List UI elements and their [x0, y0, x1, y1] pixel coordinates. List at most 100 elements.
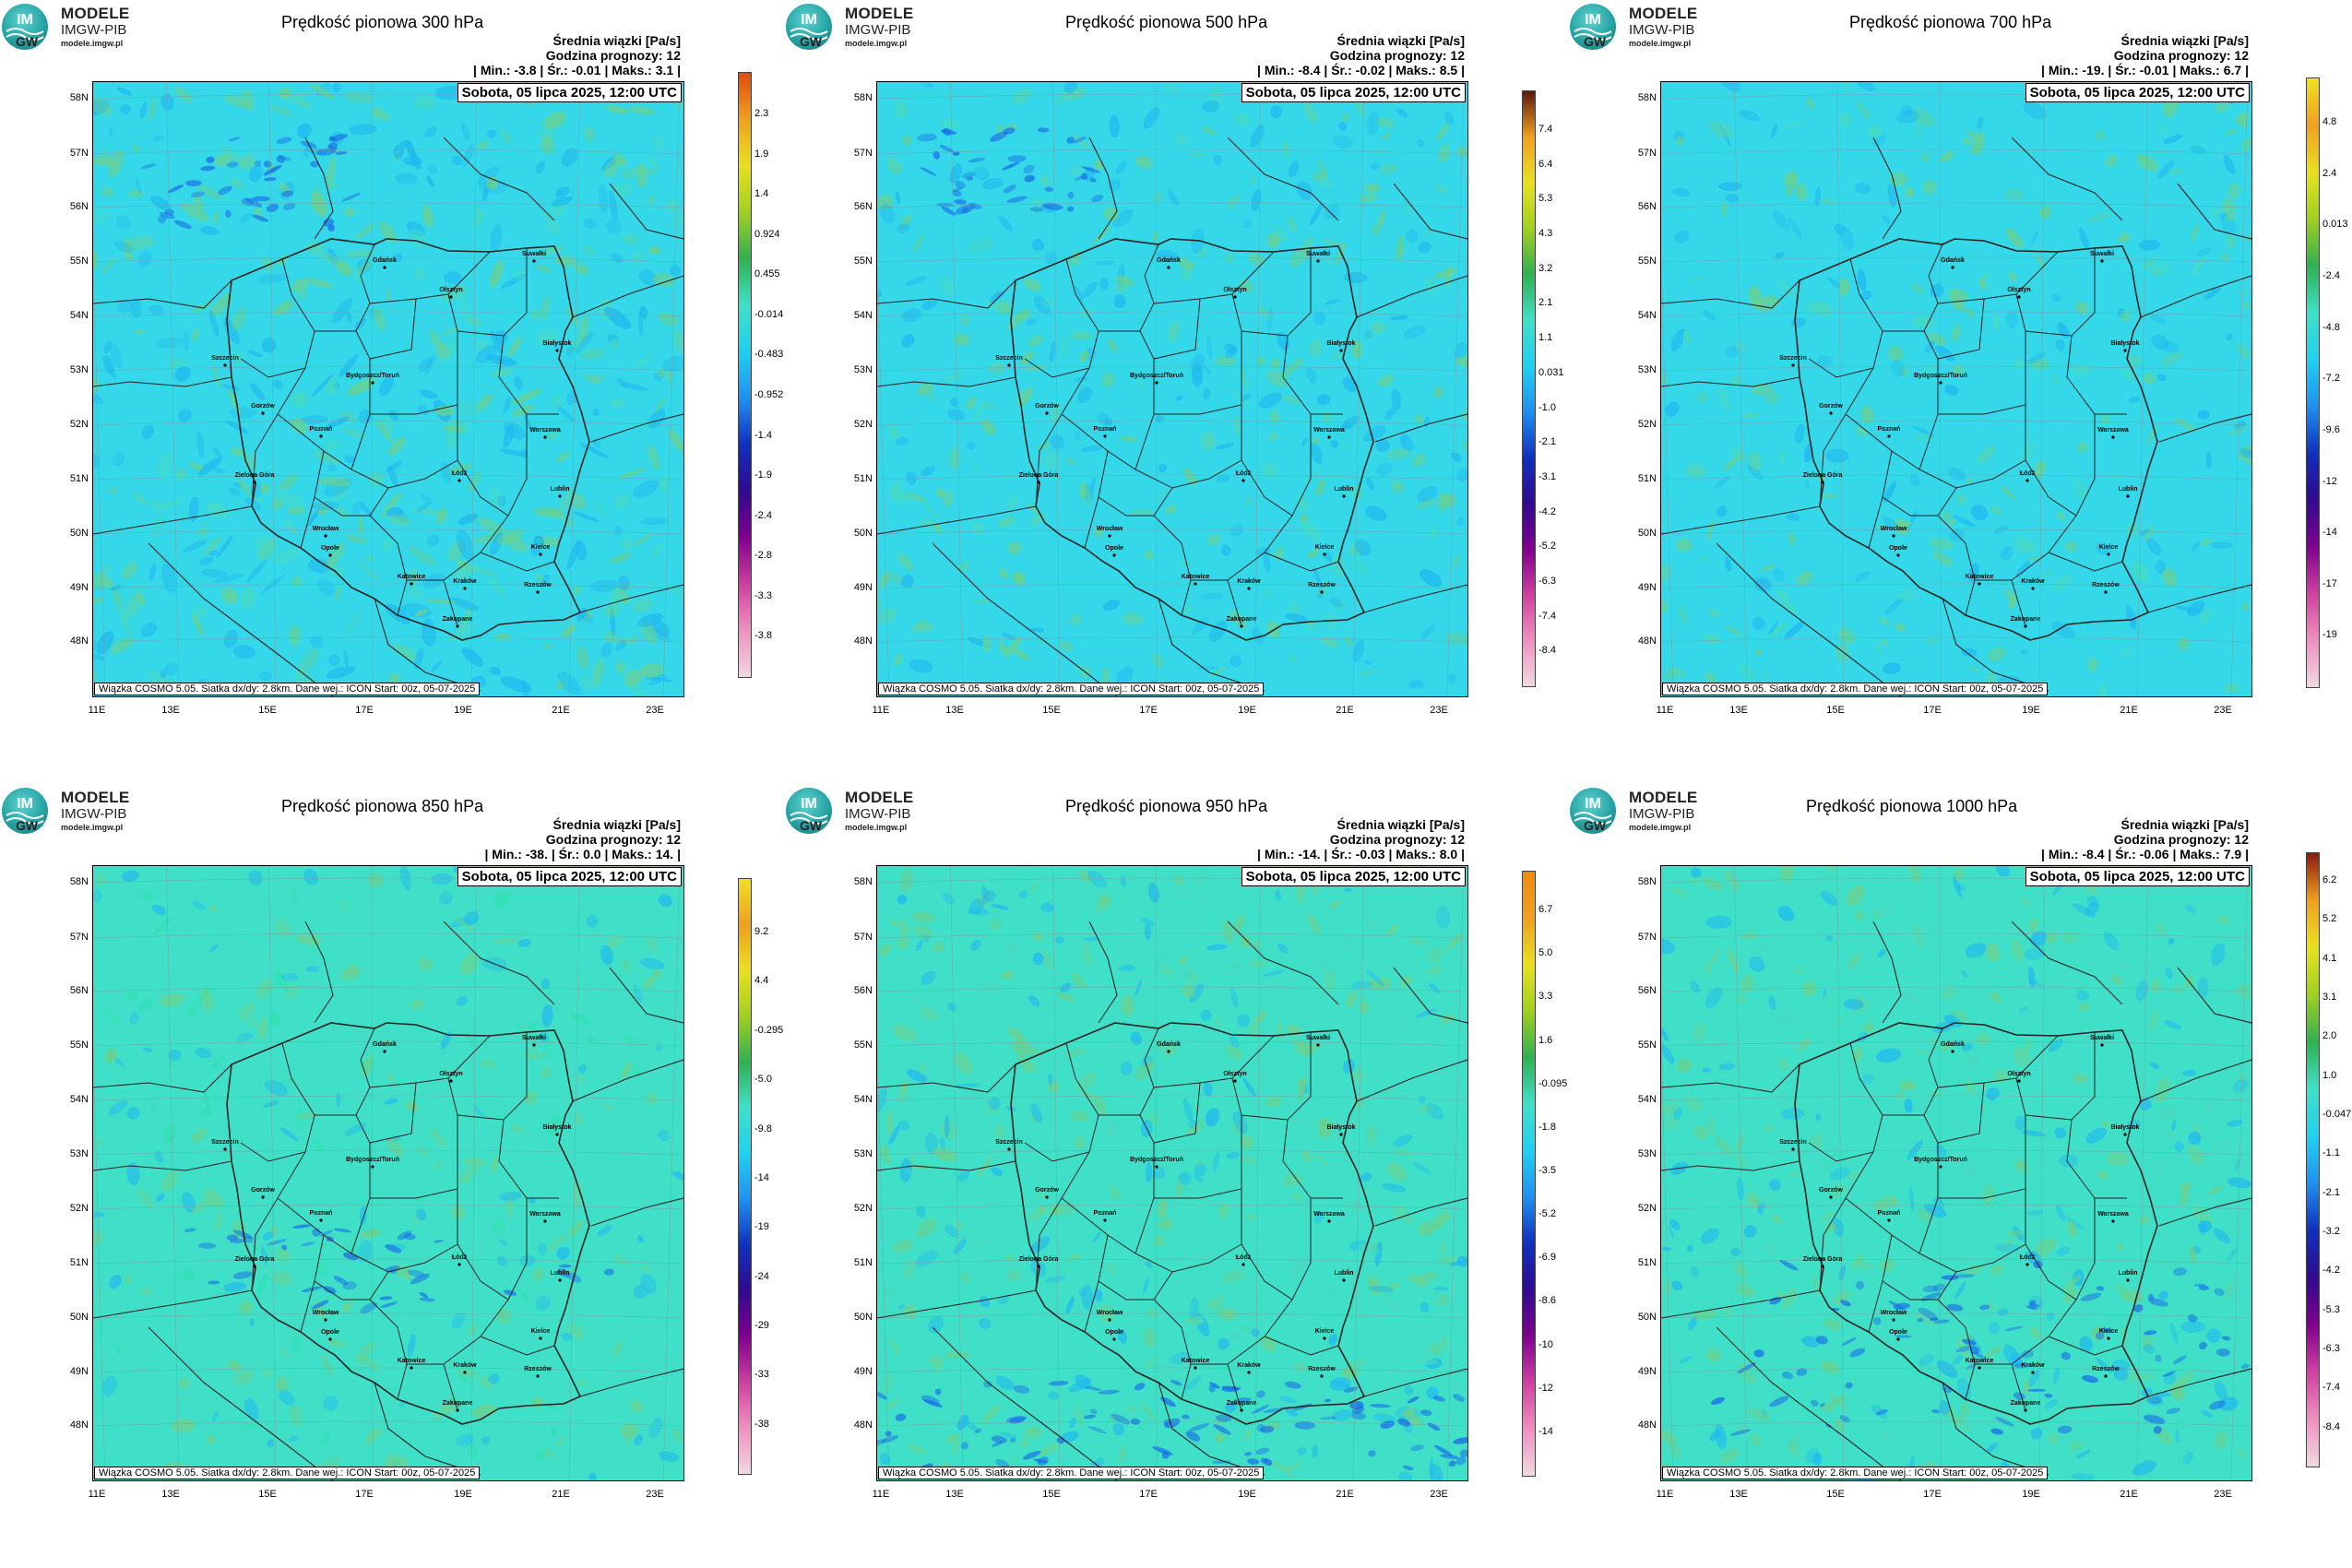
colorbar-tick-label: -7.4	[1538, 610, 1556, 622]
logo-emblem-icon: IM GW	[2, 4, 48, 50]
latitude-label: 49N	[1637, 582, 1657, 593]
city-label: Olsztyn	[1223, 287, 1246, 293]
city-label: Bydgoszcz/Toruń	[1914, 1157, 1967, 1163]
latitude-label: 48N	[853, 636, 873, 647]
city-marker: Łódź	[2020, 1254, 2036, 1266]
city-marker: Suwałki	[2090, 1035, 2114, 1047]
latitude-label: 49N	[69, 582, 89, 593]
colorbar-tick-label: -2.1	[2322, 1186, 2340, 1198]
latitude-label: 51N	[853, 473, 873, 484]
longitude-label: 13E	[161, 1489, 180, 1500]
city-label: Warszawa	[2097, 1211, 2129, 1218]
longitude-label: 19E	[454, 705, 472, 716]
city-marker: Opole	[1105, 1329, 1123, 1341]
vertical-velocity-field: Gdańsk Suwałki Olsztyn Białystok Szczecin Byd…	[877, 866, 1467, 1480]
longitude-label: 23E	[2214, 1489, 2232, 1500]
colorbar-tick-label: -4.2	[1538, 505, 1556, 517]
colorbar-tick-label: -9.8	[754, 1123, 772, 1134]
city-label: Suwałki	[2090, 1035, 2114, 1041]
colorbar-tick-label: -5.2	[1538, 1208, 1556, 1220]
colorbar-tick-label: -2.4	[2322, 269, 2340, 281]
city-marker: Szczecin	[995, 1139, 1023, 1151]
city-label: Łódź	[2020, 1254, 2036, 1261]
city-label: Kielce	[531, 1328, 551, 1335]
longitude-label: 11E	[88, 1489, 106, 1500]
city-marker: Gdańsk	[1941, 1041, 1965, 1053]
longitude-label: 19E	[1238, 1489, 1256, 1500]
forecast-info: Średnia wiązki [Pa/s] Godzina prognozy: 1…	[2114, 33, 2249, 63]
city-marker: Szczecin	[211, 1139, 239, 1151]
logo-title: MODELE	[61, 5, 130, 22]
logo-emblem-icon: IM GW	[786, 788, 832, 834]
longitude-label: 21E	[1336, 1489, 1354, 1500]
city-label: Katowice	[1966, 1358, 1994, 1364]
city-marker: Kraków	[2021, 578, 2045, 590]
city-marker: Olsztyn	[439, 1071, 463, 1083]
city-marker: Zakopane	[1227, 616, 1256, 628]
city-label: Gdańsk	[1941, 257, 1965, 264]
city-marker: Rzeszów	[1308, 582, 1336, 594]
colorbar-tick-label: 2.0	[2322, 1030, 2337, 1042]
city-label: Rzeszów	[524, 582, 552, 588]
svg-text:GW: GW	[16, 818, 39, 833]
colorbar-tick-label: -33	[754, 1369, 769, 1381]
colorbar-tick-label: -7.4	[2322, 1382, 2340, 1394]
latitude-label: 58N	[853, 876, 873, 887]
city-marker: Kielce	[531, 544, 550, 556]
svg-text:IM: IM	[17, 12, 33, 28]
city-marker: Łódź	[1236, 470, 1252, 482]
map-area: Gdańsk Suwałki Olsztyn Białystok Szczecin Byd…	[92, 865, 684, 1481]
city-label: Łódź	[452, 470, 468, 477]
city-marker: Kraków	[1237, 1362, 1261, 1374]
city-marker: Łódź	[452, 1254, 468, 1266]
city-label: Suwałki	[2090, 251, 2114, 257]
panel-title: Prędkość pionowa 850 hPa	[281, 797, 484, 815]
city-label: Kielce	[2099, 544, 2119, 551]
colorbar	[1522, 90, 1536, 687]
city-label: Olsztyn	[2007, 1071, 2030, 1077]
city-marker: Szczecin	[211, 355, 239, 367]
city-label: Szczecin	[995, 355, 1023, 362]
imgw-logo: IM GW MODELE IMGW-PIB modele.imgw.pl	[786, 4, 924, 52]
latitude-label: 54N	[853, 310, 873, 321]
city-label: Wrocław	[313, 1310, 339, 1316]
city-label: Szczecin	[1779, 1139, 1807, 1146]
colorbar	[2306, 852, 2320, 1467]
colorbar-tick-label: -5.0	[754, 1074, 772, 1086]
city-label: Poznań	[1094, 1210, 1117, 1217]
city-marker: Warszawa	[1313, 1211, 1345, 1223]
colorbar-tick-label: 2.1	[1538, 297, 1553, 309]
colorbar-tick-label: -19	[754, 1221, 769, 1233]
city-label: Bydgoszcz/Toruń	[1130, 1157, 1183, 1163]
city-marker: Opole	[321, 1329, 339, 1341]
latitude-label: 53N	[1637, 1148, 1657, 1159]
logo-subtitle: IMGW-PIB	[845, 806, 911, 822]
city-label: Rzeszów	[2092, 582, 2120, 588]
city-label: Rzeszów	[1308, 1366, 1336, 1372]
city-label: Kraków	[453, 578, 477, 585]
colorbar-tick-label: -6.3	[1538, 575, 1556, 587]
latitude-label: 58N	[1637, 92, 1657, 103]
city-label: Bydgoszcz/Toruń	[1914, 373, 1967, 379]
imgw-logo: IM GW MODELE IMGW-PIB modele.imgw.pl	[1570, 788, 1708, 836]
city-label: Zielona Góra	[1019, 472, 1059, 479]
longitude-label: 11E	[872, 705, 890, 716]
city-marker: Lublin	[1335, 486, 1354, 498]
model-info-label: Wiązka COSMO 5.05. Siatka dx/dy: 2.8km. …	[1662, 683, 2049, 695]
city-label: Opole	[1105, 1329, 1123, 1336]
longitude-label: 11E	[1656, 705, 1674, 716]
city-label: Poznań	[1878, 426, 1901, 433]
latitude-label: 56N	[853, 985, 873, 996]
latitude-label: 53N	[1637, 364, 1657, 375]
map-area: Gdańsk Suwałki Olsztyn Białystok Szczecin Byd…	[876, 865, 1468, 1481]
city-label: Warszawa	[1313, 427, 1345, 434]
city-marker: Zielona Góra	[235, 472, 274, 484]
city-label: Łódź	[2020, 470, 2036, 477]
city-marker: Białystok	[1326, 1124, 1356, 1136]
city-marker: Kielce	[1315, 1328, 1334, 1340]
colorbar-tick-label: -8.4	[1538, 645, 1556, 657]
city-marker: Białystok	[2110, 340, 2140, 352]
latitude-label: 53N	[69, 364, 89, 375]
latitude-label: 55N	[69, 255, 89, 267]
city-marker: Białystok	[542, 340, 572, 352]
